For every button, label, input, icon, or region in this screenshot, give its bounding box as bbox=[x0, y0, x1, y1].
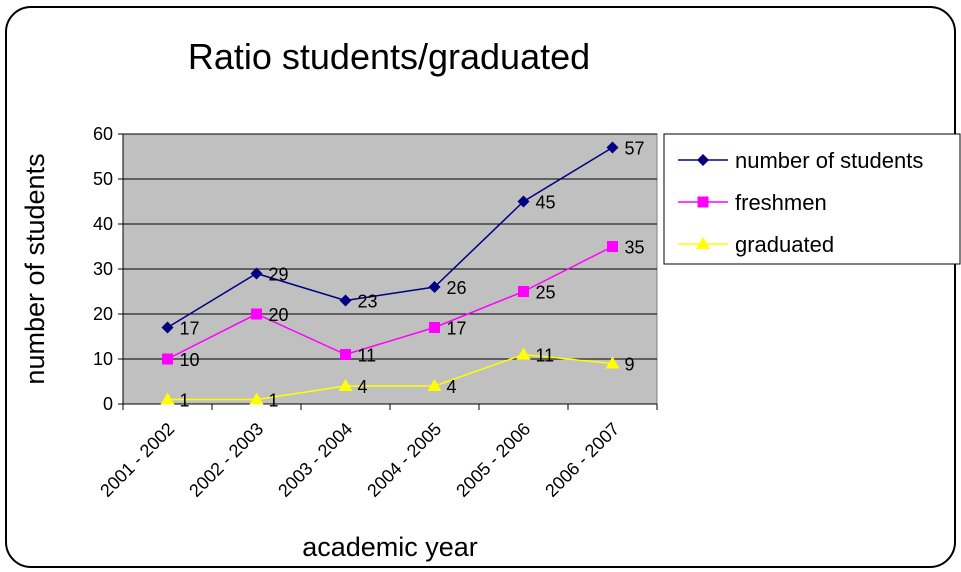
x-tick-label: 2001 - 2002 bbox=[96, 419, 178, 501]
legend-box bbox=[663, 133, 961, 265]
data-label: 1 bbox=[180, 391, 190, 411]
data-label: 9 bbox=[625, 355, 635, 375]
point-triangle bbox=[249, 392, 264, 405]
point-triangle bbox=[160, 392, 175, 405]
data-label: 11 bbox=[358, 346, 377, 366]
point-triangle bbox=[516, 347, 531, 360]
grid-lines bbox=[123, 133, 657, 360]
x-tick-label: 2004 - 2005 bbox=[363, 419, 445, 501]
data-label: 4 bbox=[358, 377, 368, 397]
series-layer bbox=[160, 141, 620, 405]
point-triangle bbox=[605, 356, 620, 369]
point-diamond bbox=[697, 154, 709, 166]
x-axis-title: academic year bbox=[302, 532, 478, 562]
legend-label: graduated bbox=[735, 232, 834, 257]
data-label: 25 bbox=[536, 283, 556, 303]
legend: number of students freshmen graduated bbox=[663, 133, 961, 265]
x-tick-label: 2002 - 2003 bbox=[185, 419, 267, 501]
point-square bbox=[429, 322, 440, 333]
legend-label: number of students bbox=[735, 148, 923, 173]
legend-entry: graduated bbox=[678, 232, 834, 257]
y-tick-label: 50 bbox=[93, 169, 113, 189]
point-square bbox=[518, 286, 529, 297]
y-tick-label: 30 bbox=[93, 259, 113, 279]
point-square bbox=[162, 353, 173, 365]
data-label: 35 bbox=[625, 238, 645, 258]
point-diamond bbox=[517, 195, 530, 208]
x-tick-label: 2006 - 2007 bbox=[541, 419, 623, 501]
data-label: 4 bbox=[447, 377, 457, 397]
data-label: 26 bbox=[447, 278, 467, 298]
point-triangle bbox=[696, 237, 710, 249]
legend-entry: freshmen bbox=[678, 190, 827, 215]
legend-label: freshmen bbox=[735, 190, 827, 215]
point-square bbox=[607, 241, 618, 252]
data-label: 23 bbox=[358, 292, 378, 312]
y-tick-label: 20 bbox=[93, 304, 113, 324]
point-square bbox=[251, 308, 262, 320]
data-label: 20 bbox=[269, 305, 289, 325]
point-diamond bbox=[161, 321, 174, 334]
data-label: 29 bbox=[269, 265, 289, 285]
data-label: 11 bbox=[536, 346, 555, 366]
legend-entry: number of students bbox=[678, 148, 923, 173]
x-axis-ticks: 2001 - 2002 2002 - 2003 2003 - 2004 2004 - … bbox=[96, 404, 658, 501]
data-label: 1 bbox=[269, 391, 279, 411]
x-tick-label: 2003 - 2004 bbox=[274, 419, 356, 501]
point-square bbox=[340, 349, 351, 360]
y-tick-label: 10 bbox=[93, 349, 113, 369]
point-triangle bbox=[427, 379, 442, 391]
series-graduated bbox=[160, 347, 620, 405]
data-label: 17 bbox=[447, 319, 467, 339]
point-square bbox=[697, 196, 709, 208]
data-label: 10 bbox=[180, 350, 200, 370]
data-label: 17 bbox=[180, 319, 200, 339]
y-tick-label: 40 bbox=[93, 214, 113, 234]
point-diamond bbox=[250, 267, 263, 280]
data-label: 57 bbox=[625, 139, 645, 159]
y-tick-label: 60 bbox=[93, 124, 113, 144]
data-label: 45 bbox=[536, 193, 556, 213]
point-triangle bbox=[338, 379, 353, 391]
chart-title: Ratio students/graduated bbox=[188, 36, 590, 77]
y-axis-ticks: 0 10 20 30 40 50 60 bbox=[93, 124, 123, 414]
x-tick-label: 2005 - 2006 bbox=[452, 419, 534, 501]
y-axis-title: number of students bbox=[20, 153, 50, 384]
series-line bbox=[167, 245, 613, 360]
series-freshmen bbox=[162, 241, 618, 365]
series-number-of-students bbox=[161, 141, 619, 334]
y-tick-label: 0 bbox=[103, 394, 113, 414]
point-diamond bbox=[606, 141, 619, 154]
series-line bbox=[167, 146, 613, 329]
series-line bbox=[167, 353, 613, 401]
point-diamond bbox=[339, 294, 352, 307]
point-diamond bbox=[428, 281, 441, 293]
